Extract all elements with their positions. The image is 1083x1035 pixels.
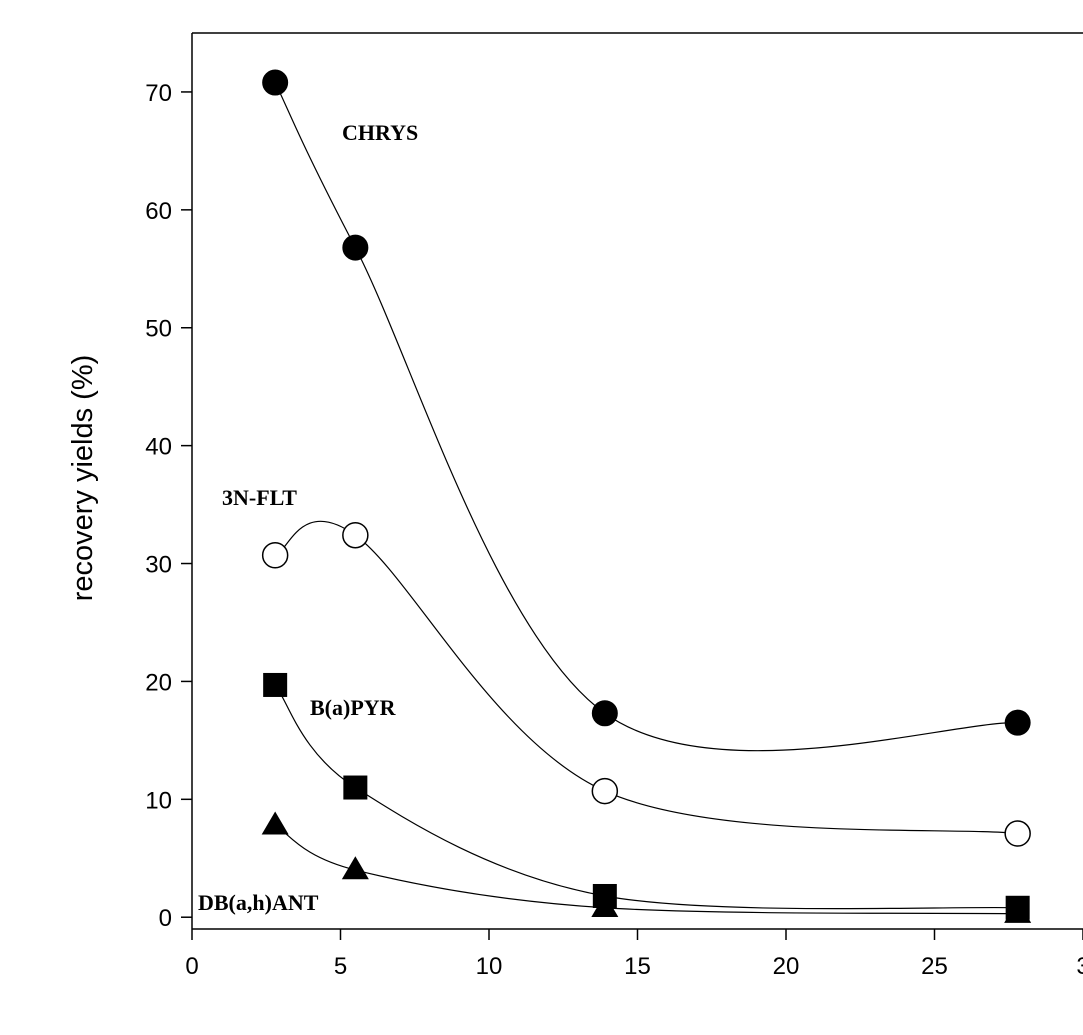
x-tick-label: 25: [921, 953, 948, 980]
data-point-open-circle: [261, 542, 289, 569]
y-tick-label: 50: [145, 316, 172, 343]
x-tick-label: 20: [773, 953, 800, 980]
series-label: B(a)PYR: [310, 695, 397, 720]
data-point-filled-triangle: [341, 856, 369, 880]
data-point-filled-square: [263, 672, 288, 697]
data-point-open-circle: [591, 777, 619, 805]
x-tick-label: 10: [476, 953, 503, 980]
series-markers: [261, 69, 1032, 923]
x-tick-label: 3: [1076, 953, 1083, 980]
data-point-filled-circle: [1004, 709, 1031, 736]
series-curve: [274, 82, 1018, 752]
y-axis-label: recovery yields (%): [67, 355, 99, 602]
y-tick-label: 20: [145, 669, 172, 696]
data-point-filled-triangle: [261, 811, 289, 835]
y-tick-label: 10: [145, 787, 172, 814]
series-label: DB(a,h)ANT: [198, 890, 319, 915]
x-tick-label: 5: [334, 953, 347, 980]
data-point-filled-circle: [342, 234, 369, 261]
y-tick-label: 40: [145, 434, 172, 461]
series-label: CHRYS: [342, 120, 418, 145]
y-tick-label: 0: [159, 905, 172, 932]
data-point-open-circle: [1004, 820, 1031, 847]
series-curve: [274, 824, 1018, 915]
x-tick-label: 15: [624, 953, 651, 980]
data-point-filled-triangle: [1004, 899, 1032, 923]
axes: [191, 32, 1083, 930]
series-labels: CHRYS 3N-FLT B(a)PYR DB(a,h)ANT: [198, 120, 418, 915]
series-curve: [274, 520, 1018, 835]
x-axis-ticks: 0 5 10 15 20 25 3: [185, 929, 1083, 980]
y-axis-ticks: 0 10 20 30 40 50 60 70: [145, 80, 192, 932]
y-tick-label: 70: [145, 80, 172, 107]
data-point-filled-circle: [262, 69, 289, 96]
data-point-filled-triangle: [591, 893, 619, 917]
x-tick-label: 0: [185, 953, 198, 980]
data-point-filled-circle: [591, 700, 618, 727]
series-label: 3N-FLT: [222, 485, 297, 510]
y-tick-label: 60: [145, 198, 172, 225]
series-curve: [274, 684, 1018, 910]
data-point-filled-square: [343, 775, 368, 800]
series-curves: [274, 82, 1018, 915]
y-tick-label: 30: [145, 552, 172, 579]
data-point-open-circle: [342, 521, 369, 549]
